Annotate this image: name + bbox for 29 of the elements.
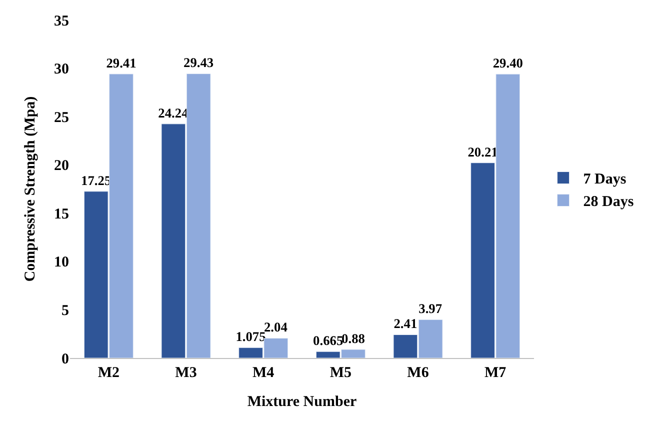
y-tick-label: 20 [54, 158, 69, 174]
data-label: 20.21 [468, 144, 498, 160]
data-label: 2.41 [394, 316, 418, 332]
legend-label: 28 Days [583, 194, 634, 210]
x-tick-label: M6 [407, 365, 430, 381]
x-tick-label: M5 [330, 365, 352, 381]
data-label: 29.41 [106, 55, 136, 70]
legend-label: 7 Days [583, 172, 626, 188]
x-tick-label: M3 [175, 365, 197, 381]
y-axis-title: Compressive Strength (Mpa) [22, 96, 38, 282]
data-label: 0.88 [342, 330, 366, 346]
data-label: 24.24 [158, 105, 189, 120]
y-tick-label: 35 [54, 13, 69, 30]
x-tick-label: M4 [252, 365, 275, 381]
x-tick-label: M2 [98, 365, 120, 381]
data-label: 29.43 [184, 55, 214, 70]
data-label: 0.665 [313, 333, 344, 348]
y-tick-label: 30 [54, 62, 69, 78]
data-label: 29.40 [492, 56, 524, 71]
x-tick-label: M7 [484, 365, 507, 381]
data-label: 3.97 [418, 301, 442, 316]
x-axis-title: Mixture Number [247, 394, 357, 410]
y-tick-label: 10 [54, 254, 69, 271]
data-label: 17.25 [81, 172, 112, 188]
y-tick-label: 15 [54, 206, 69, 222]
data-label: 2.04 [264, 320, 288, 335]
y-tick-label: 5 [62, 302, 69, 319]
y-tick-label: 25 [54, 110, 69, 126]
y-tick-label: 0 [62, 351, 69, 368]
